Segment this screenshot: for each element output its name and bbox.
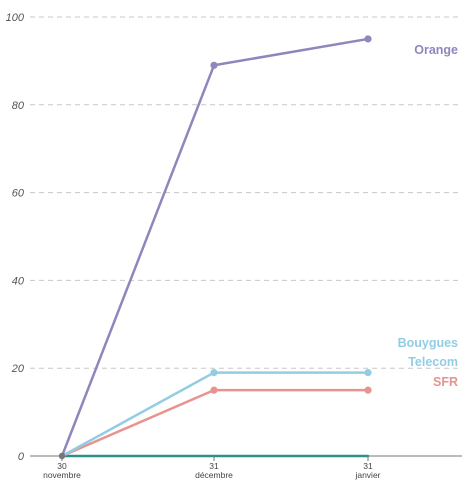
y-tick-label: 60	[12, 188, 25, 200]
x-tick-label-month: janvier	[354, 470, 380, 480]
y-tick-label: 100	[6, 12, 25, 24]
data-point	[210, 61, 218, 69]
x-tick-label-day: 31	[363, 461, 373, 471]
series-label: Bouygues	[398, 336, 458, 350]
data-point	[364, 35, 372, 43]
data-point	[364, 386, 372, 394]
series-line	[60, 388, 370, 458]
x-tick-label-day: 31	[209, 461, 219, 471]
y-tick-label: 0	[18, 451, 25, 463]
data-point	[210, 386, 218, 394]
series-label: Orange	[414, 43, 458, 57]
series-label: SFR	[433, 375, 458, 389]
data-point	[364, 368, 372, 377]
y-tick-label: 80	[12, 100, 25, 112]
y-tick-label: 40	[12, 275, 25, 287]
x-tick-label-day: 30	[57, 461, 67, 471]
origin-point	[58, 452, 66, 460]
series-line	[60, 371, 370, 458]
y-tick-label: 20	[11, 363, 25, 375]
x-tick-label-month: novembre	[43, 470, 81, 480]
x-tick-label-month: décembre	[195, 470, 233, 480]
series-label: Telecom	[408, 355, 458, 369]
data-point	[210, 368, 218, 377]
